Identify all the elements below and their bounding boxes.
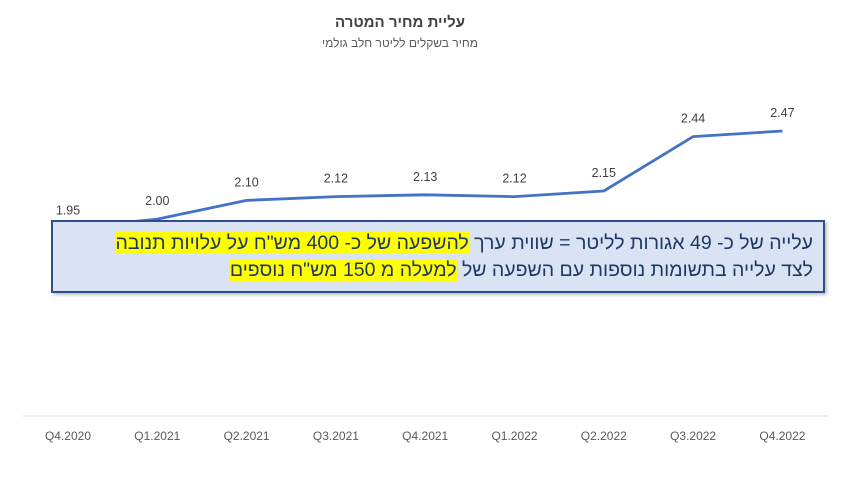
x-tick-label: Q1.2021	[134, 429, 180, 443]
series-line	[67, 129, 783, 230]
data-label: 2.00	[145, 194, 169, 208]
x-tick-label: Q3.2022	[670, 429, 716, 443]
x-tick-label: Q2.2022	[581, 429, 627, 443]
callout-box: עלייה של כ- 49 אגורות לליטר = שווית ערך …	[51, 220, 825, 293]
callout-line-1: עלייה של כ- 49 אגורות לליטר = שווית ערך …	[61, 230, 813, 257]
callout-line-1-text: עלייה של כ- 49 אגורות לליטר = שווית ערך	[468, 232, 813, 254]
x-tick-label: Q3.2021	[313, 429, 359, 443]
data-label: 2.12	[502, 172, 526, 186]
data-label: 1.95	[56, 204, 80, 218]
callout-line-1-highlight: להשפעה של כ- 400 מש"ח על עלויות תנובה	[115, 232, 469, 254]
chart-title: עליית מחיר המטרה	[335, 14, 465, 31]
callout-line-2-text: לצד עלייה בתשומות נוספות עם השפעה של	[456, 259, 813, 281]
x-tick-label: Q4.2022	[759, 429, 805, 443]
chart-subtitle: מחיר בשקלים לליטר חלב גולמי	[322, 36, 478, 50]
x-tick-label: Q1.2022	[491, 429, 537, 443]
callout-line-2: לצד עלייה בתשומות נוספות עם השפעה של למע…	[61, 257, 813, 284]
data-label: 2.47	[770, 106, 794, 120]
x-tick-label: Q2.2021	[224, 429, 270, 443]
data-label: 2.44	[681, 112, 705, 126]
data-label: 2.15	[592, 166, 616, 180]
data-label: 2.12	[324, 172, 348, 186]
data-label: 2.13	[413, 170, 437, 184]
callout-line-2-highlight: למעלה מ 150 מש"ח נוספים	[229, 259, 457, 281]
data-label: 2.10	[234, 175, 258, 189]
x-tick-label: Q4.2020	[45, 429, 91, 443]
x-tick-label: Q4.2021	[402, 429, 448, 443]
